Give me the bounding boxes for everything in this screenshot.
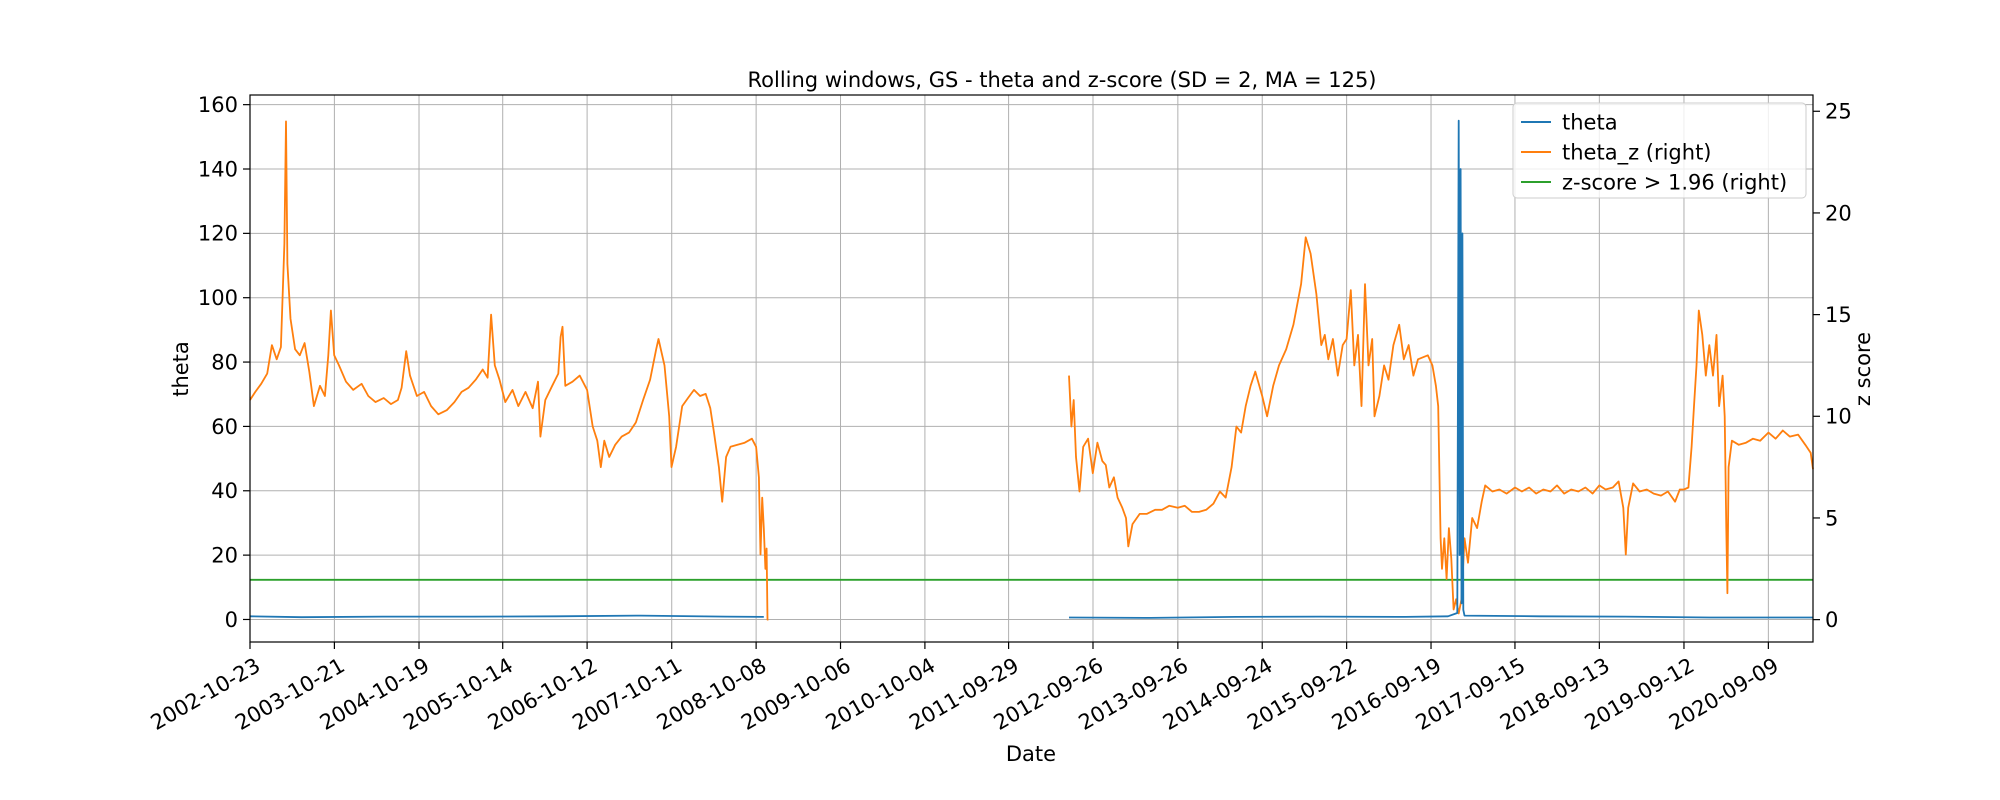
y-left-tick-label: 120 [198, 222, 238, 246]
series-line-theta-z [1068, 236, 1814, 615]
legend-box [1512, 102, 1807, 199]
chart-title: Rolling windows, GS - theta and z-score … [748, 68, 1377, 92]
y-left-tick-label: 140 [198, 157, 238, 181]
y-axis-right: 0 5 10 15 20 25 [1813, 100, 1852, 632]
grid [249, 95, 1813, 642]
legend-label: theta [1562, 110, 1618, 134]
legend: theta theta_z (right) z-score > 1.96 (righ… [1512, 102, 1807, 199]
series-line-theta [1068, 119, 1813, 619]
series-line-theta-z [249, 120, 769, 621]
y-axis-left-label: theta [169, 341, 193, 397]
y-right-tick-label: 15 [1825, 303, 1852, 327]
legend-label: z-score > 1.96 (right) [1562, 170, 1787, 194]
y-left-tick-label: 160 [198, 93, 238, 117]
y-right-tick-label: 25 [1825, 100, 1852, 124]
y-axis-right-label: z score [1851, 332, 1875, 406]
y-axis-left: 0 20 40 60 80 100 120 140 160 [198, 93, 250, 632]
y-right-tick-label: 0 [1825, 608, 1838, 632]
y-left-tick-label: 0 [225, 608, 238, 632]
y-right-tick-label: 10 [1825, 405, 1852, 429]
y-left-tick-label: 100 [198, 286, 238, 310]
plot-area [249, 119, 1814, 621]
y-left-tick-label: 40 [211, 479, 238, 503]
y-right-tick-label: 5 [1825, 506, 1838, 530]
y-left-tick-label: 80 [211, 350, 238, 374]
y-left-tick-label: 60 [211, 415, 238, 439]
y-left-tick-label: 20 [211, 543, 238, 567]
x-axis-label: Date [1006, 742, 1056, 766]
legend-label: theta_z (right) [1562, 140, 1712, 165]
series-line-theta [249, 614, 764, 619]
plot-frame [249, 94, 1814, 643]
y-right-tick-label: 20 [1825, 201, 1852, 225]
